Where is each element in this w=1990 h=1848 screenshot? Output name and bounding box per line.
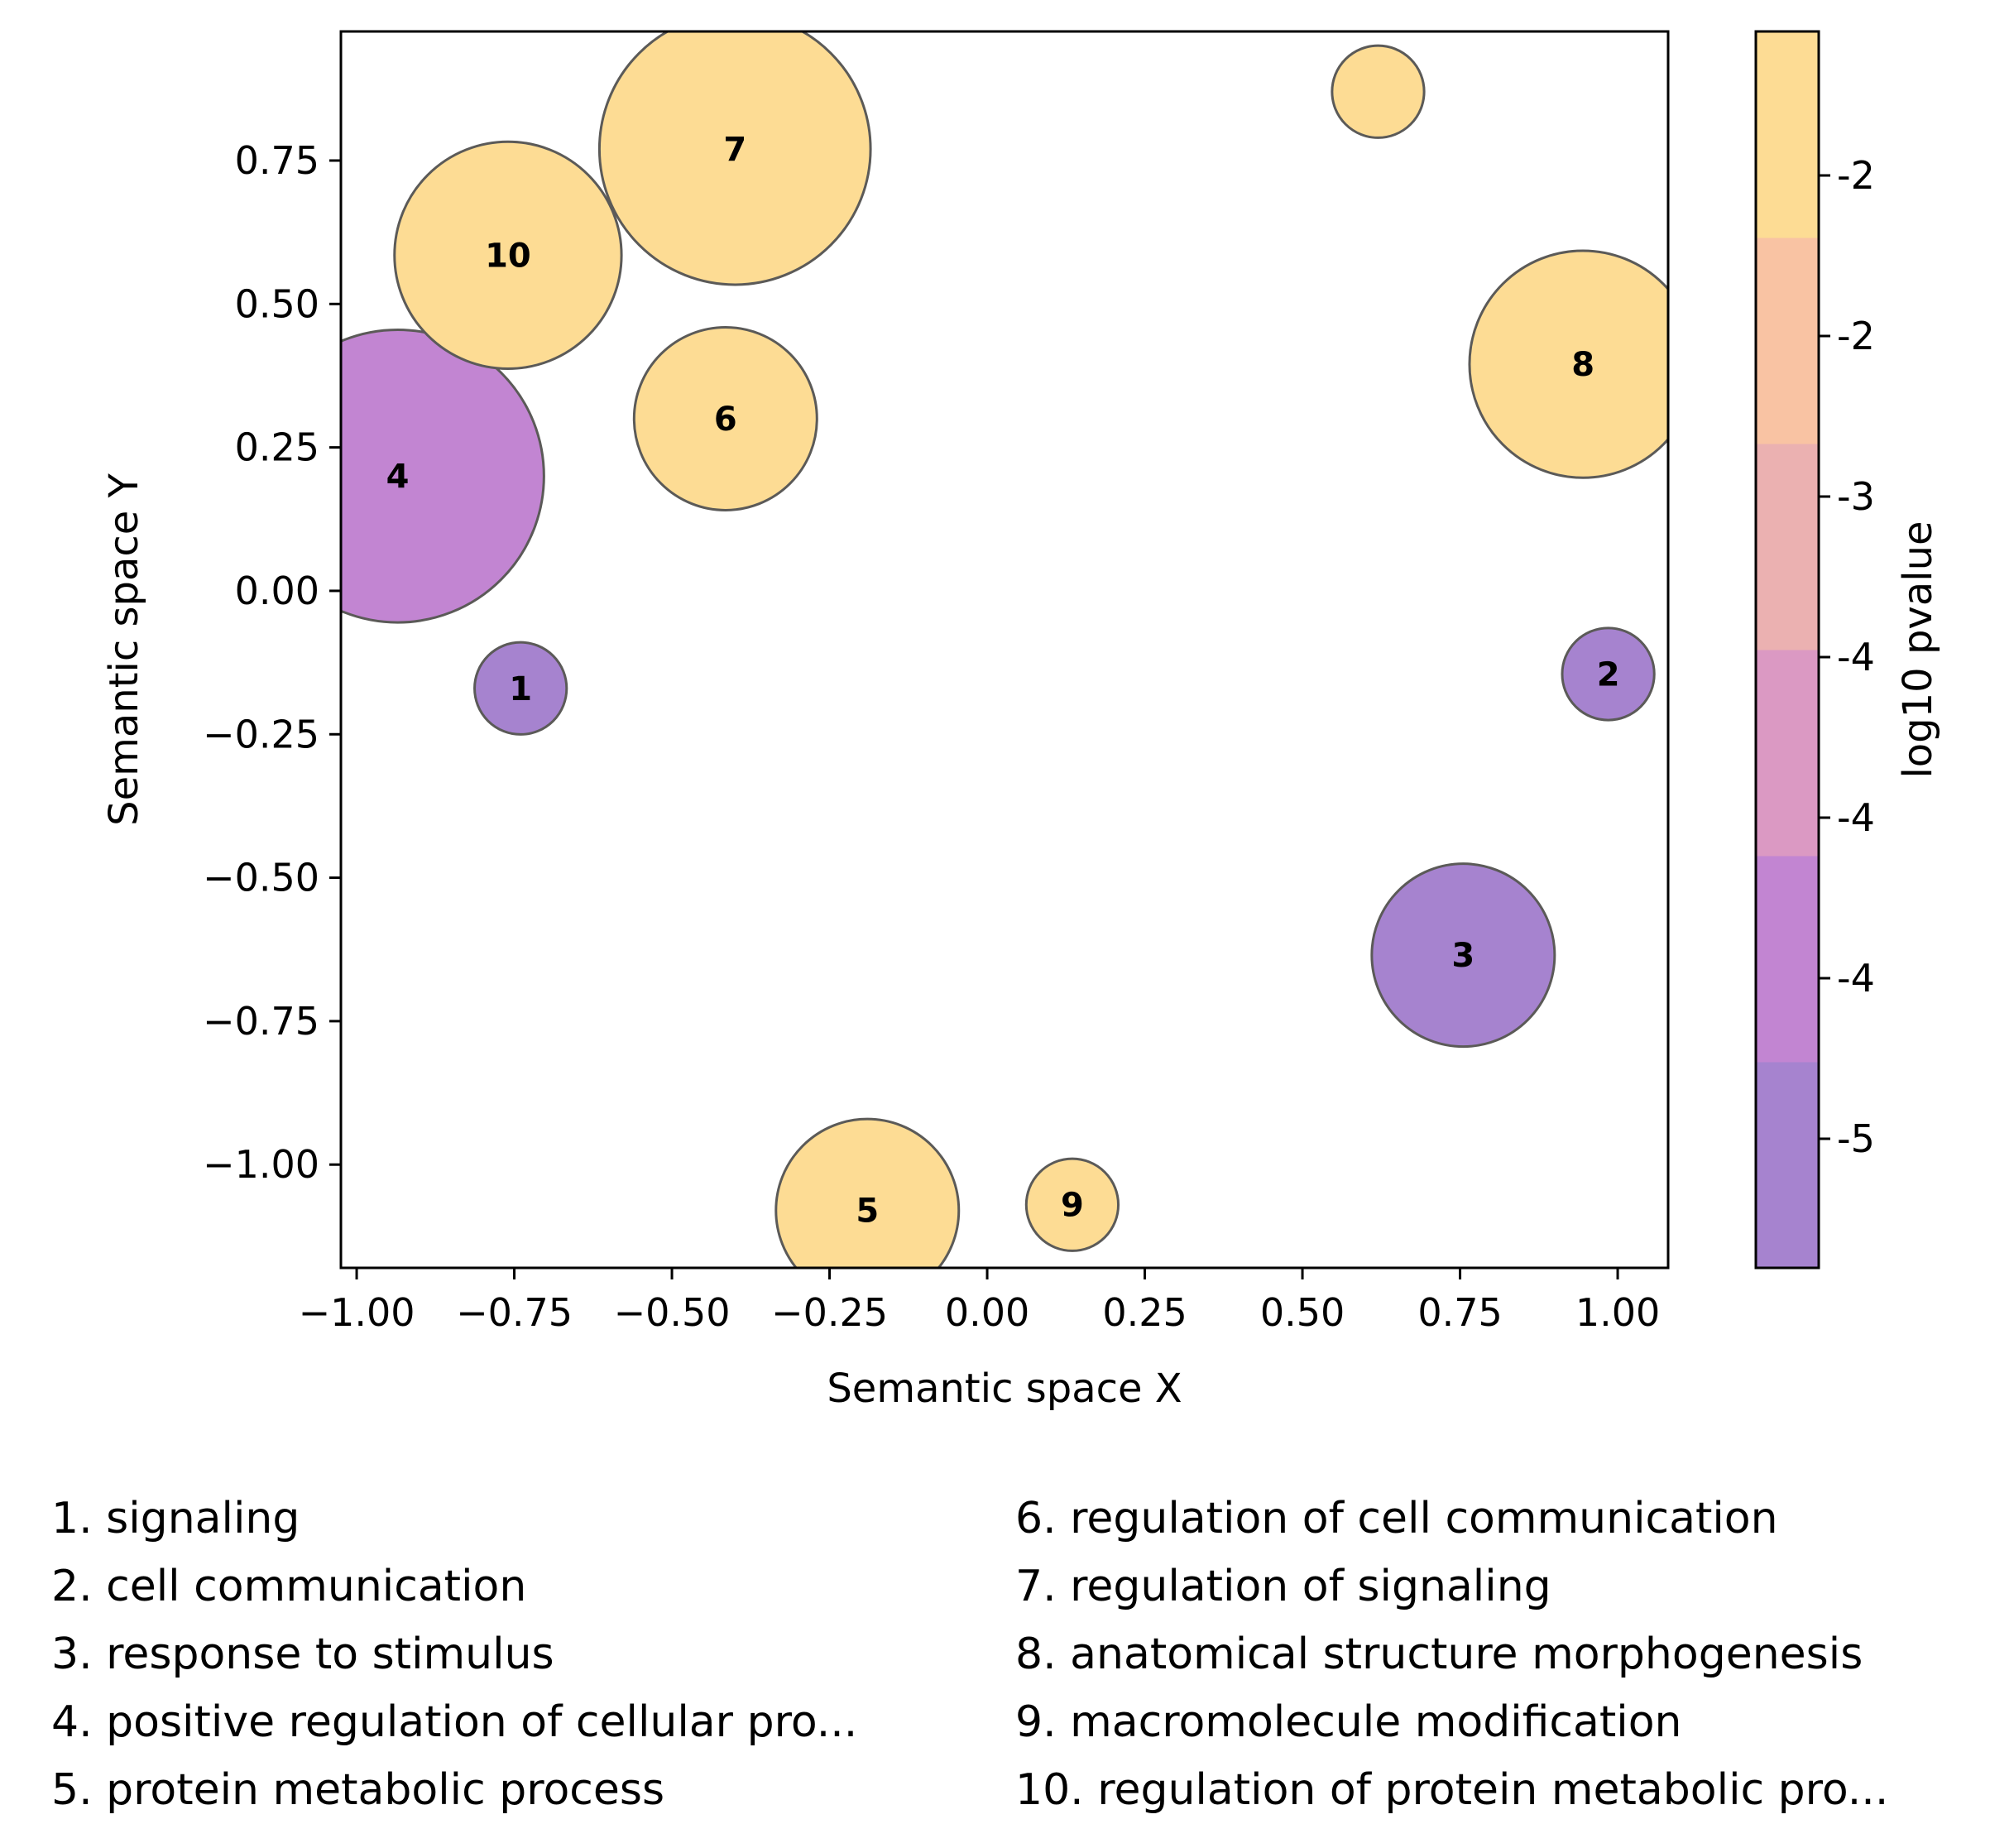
colorbar-band — [1756, 856, 1819, 1063]
colorbar-tick-label: -4 — [1837, 956, 1875, 1001]
legend-item: 1. signaling — [51, 1494, 300, 1543]
x-axis-title: Semantic space X — [827, 1366, 1182, 1412]
colorbar-frame — [1754, 30, 1820, 1270]
colorbar-tick-label: -4 — [1837, 635, 1875, 679]
bubble-2 — [1561, 626, 1656, 722]
y-tick-label: −1.00 — [203, 1142, 319, 1187]
x-tick-label: 0.50 — [1260, 1290, 1345, 1335]
bubble-label-7: 7 — [723, 131, 746, 169]
colorbar-band — [1756, 238, 1819, 444]
legend-item: 10. regulation of protein metabolic pro.… — [1015, 1765, 1888, 1815]
colorbar-band — [1756, 444, 1819, 650]
bubble-label-4: 4 — [386, 458, 410, 496]
bubble-9 — [1024, 1157, 1120, 1252]
x-axis: −1.00 −0.75 −0.50 −0.25 0.00 0.25 0.50 0.75 1.00 — [299, 1268, 1660, 1335]
colorbar-band — [1756, 31, 1819, 238]
legend-item: 8. anatomical structure morphogenesis — [1015, 1630, 1863, 1679]
legend-item: 3. response to stimulus — [51, 1630, 554, 1679]
colorbar-tick-label: -4 — [1837, 795, 1875, 840]
y-tick-label: 0.00 — [235, 569, 319, 613]
bubble-label-1: 1 — [509, 670, 532, 708]
colorbar-tick-label: -3 — [1837, 474, 1875, 519]
y-tick-label: −0.25 — [203, 712, 319, 756]
legend-item: 7. regulation of signaling — [1015, 1562, 1551, 1611]
colorbar-tick-label: -5 — [1837, 1116, 1875, 1161]
bubble-7 — [597, 31, 872, 286]
colorbar: -2 -2 -3 -4 -4 -4 -5 — [1754, 30, 1875, 1270]
bubble-4 — [341, 329, 545, 624]
bubble-label-10: 10 — [485, 237, 531, 275]
bubble-label-8: 8 — [1571, 346, 1594, 384]
term-legend: 1. signaling 2. cell communication 3. resp… — [51, 1494, 1888, 1815]
plot-frame — [339, 30, 1670, 1270]
y-tick-label: −0.50 — [203, 856, 319, 900]
legend-item: 9. macromolecule modification — [1015, 1697, 1681, 1747]
y-tick-label: 0.25 — [235, 425, 319, 470]
bubble-3 — [1370, 862, 1556, 1049]
colorbar-title: log10 pvalue — [1895, 521, 1941, 778]
bubble-label-layer: 1 2 3 4 5 6 7 8 9 10 — [386, 131, 1620, 1231]
x-tick-label: 1.00 — [1575, 1290, 1660, 1335]
bubble-label-2: 2 — [1597, 655, 1620, 694]
y-axis: 0.75 0.50 0.25 0.00 −0.25 −0.50 −0.75 −1.00 — [203, 138, 341, 1187]
bubble-label-9: 9 — [1061, 1187, 1084, 1225]
x-tick-label: 0.00 — [945, 1290, 1029, 1335]
bubble-5 — [774, 1117, 961, 1268]
legend-item: 4. positive regulation of cellular pro..… — [51, 1697, 857, 1747]
x-tick-label: −0.25 — [771, 1290, 888, 1335]
legend-item: 2. cell communication — [51, 1562, 526, 1611]
bubble-1 — [473, 641, 568, 736]
legend-item: 6. regulation of cell communication — [1015, 1494, 1778, 1543]
colorbar-tick-label: -2 — [1837, 314, 1875, 358]
bubble-10 — [393, 140, 623, 371]
x-tick-label: 0.25 — [1102, 1290, 1187, 1335]
bubble-layer — [341, 31, 1668, 1268]
bubble-unlabeled — [1331, 44, 1426, 139]
bubble-label-6: 6 — [714, 401, 737, 439]
colorbar-band — [1756, 1062, 1819, 1269]
colorbar-tick-label: -2 — [1837, 153, 1875, 198]
x-tick-label: −0.75 — [456, 1290, 573, 1335]
colorbar-band — [1756, 650, 1819, 857]
bubble-label-3: 3 — [1451, 937, 1475, 975]
y-tick-label: 0.75 — [235, 138, 319, 183]
bubble-6 — [632, 325, 818, 511]
x-tick-label: −1.00 — [299, 1290, 415, 1335]
bubble-label-5: 5 — [856, 1193, 879, 1231]
y-tick-label: −0.75 — [203, 999, 319, 1044]
x-tick-label: 0.75 — [1417, 1290, 1502, 1335]
y-tick-label: 0.50 — [235, 281, 319, 326]
legend-item: 5. protein metabolic process — [51, 1765, 664, 1815]
y-axis-title: Semantic space Y — [101, 473, 147, 825]
x-tick-label: −0.50 — [614, 1290, 731, 1335]
bubble-8 — [1468, 249, 1668, 479]
